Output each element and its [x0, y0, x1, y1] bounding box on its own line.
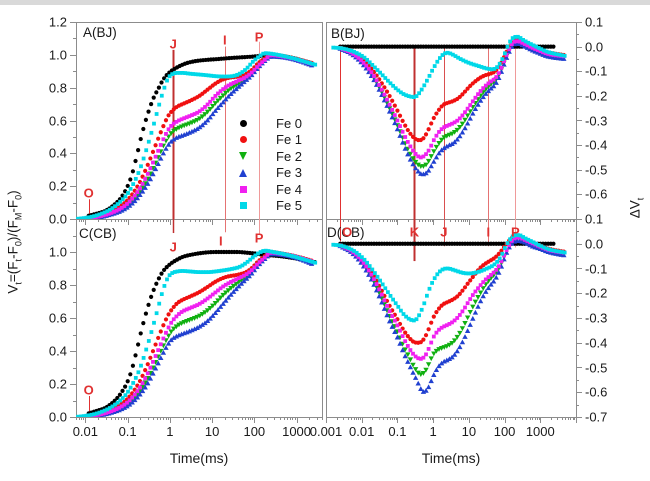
triangle-up-marker-icon: [236, 168, 250, 178]
legend-item-fe-0: Fe 0: [236, 115, 302, 132]
x-tick-d: 0.1: [388, 424, 407, 439]
y-tick-b: -0.6: [585, 186, 608, 202]
legend-item-fe-5: Fe 5: [236, 198, 302, 215]
y-tick-b: -0.2: [585, 88, 608, 104]
y-tick-c: 0.0: [48, 409, 67, 425]
guide-label-d-k: K: [409, 224, 420, 240]
y-tick-b: 0.0: [585, 39, 604, 55]
x-tick-d: 1000: [525, 424, 555, 439]
x-tick-c: 1000: [282, 424, 312, 439]
y-tick-d: -0.5: [585, 360, 608, 375]
legend-label: Fe 1: [276, 132, 303, 148]
y-tick-d: 0.0: [585, 236, 604, 252]
guide-label-c-j: J: [169, 239, 177, 255]
y-tick-d: -0.7: [585, 409, 608, 425]
legend-item-fe-3: Fe 3: [236, 165, 302, 182]
x-tick-d: 0.001: [309, 424, 343, 439]
y-tick-a: 1.0: [48, 47, 67, 63]
y-tick-b: -0.4: [585, 137, 608, 153]
y-tick-b: -0.1: [585, 63, 608, 79]
y-tick-a: 0.0: [48, 211, 67, 227]
legend-label: Fe 3: [276, 165, 303, 181]
panel-title-d: D(CB): [327, 225, 365, 240]
guide-label-d-p: P: [510, 224, 520, 240]
legend-item-fe-2: Fe 2: [236, 148, 302, 165]
y-tick-a: 0.6: [48, 113, 67, 128]
x-axis-title-right: Time(ms): [421, 450, 481, 466]
y-tick-d: -0.4: [585, 335, 608, 351]
circle-marker-icon: [236, 135, 250, 145]
y-tick-d: -0.2: [585, 285, 608, 301]
y-tick-c: 0.4: [48, 343, 67, 359]
guide-label-a-i: I: [222, 32, 227, 48]
y-tick-c: 0.6: [48, 310, 67, 326]
y-tick-a: 0.8: [48, 80, 67, 96]
x-tick-c: 10: [204, 424, 220, 439]
y-tick-d: -0.6: [585, 384, 608, 400]
x-tick-c: 1: [166, 424, 174, 439]
legend-label: Fe 2: [276, 148, 303, 164]
panel-title-b: B(BJ): [331, 26, 365, 41]
square-marker-icon: [236, 201, 250, 211]
x-tick-d: 100: [493, 424, 516, 439]
y-tick-b: -0.3: [585, 113, 608, 128]
y-tick-b: 0.1: [585, 14, 604, 30]
y-tick-c: 0.8: [48, 277, 67, 293]
legend-item-fe-1: Fe 1: [236, 132, 302, 149]
x-tick-d: 10: [461, 424, 477, 439]
legend-label: Fe 5: [276, 198, 303, 214]
y-tick-d: 0.1: [585, 211, 604, 227]
guide-label-d-o: O: [342, 224, 353, 240]
y-tick-a: 0.2: [48, 178, 67, 194]
circle-marker-icon: [236, 118, 250, 128]
panel-title-c: C(CB): [79, 226, 117, 241]
legend-item-fe-4: Fe 4: [236, 181, 302, 198]
left-y-axis-title: Vt=(Ft-F0)/(FM-F0): [5, 190, 24, 294]
x-tick-c: 100: [243, 424, 266, 439]
y-tick-b: -0.5: [585, 162, 608, 178]
x-axis-title-left: Time(ms): [169, 450, 229, 466]
panel-title-a: A(BJ): [83, 25, 117, 40]
square-marker-icon: [236, 184, 250, 194]
y-tick-a: 0.4: [48, 145, 67, 161]
guide-label-a-o: O: [83, 185, 94, 201]
y-tick-c: 1.0: [48, 244, 67, 260]
legend: Fe 0 Fe 1 Fe 2 Fe 3 Fe 4 Fe 5: [236, 115, 302, 214]
guide-label-d-i: I: [486, 224, 491, 240]
guide-label-a-j: J: [169, 36, 177, 52]
x-tick-c: 0.1: [118, 424, 137, 439]
x-tick-c: 0.01: [72, 424, 99, 439]
guide-label-c-i: I: [218, 233, 223, 249]
legend-label: Fe 0: [276, 115, 303, 131]
guide-label-c-o: O: [83, 382, 94, 398]
legend-label: Fe 4: [276, 181, 303, 197]
y-tick-d: -0.1: [585, 261, 608, 276]
guide-label-c-p: P: [254, 230, 264, 246]
y-tick-c: 0.2: [48, 376, 67, 392]
x-tick-d: 0.01: [349, 424, 375, 439]
triangle-down-marker-icon: [236, 151, 250, 161]
y-tick-d: -0.3: [585, 310, 608, 326]
guide-label-a-p: P: [254, 29, 264, 45]
guide-label-d-j: J: [440, 224, 448, 240]
right-y-axis-title: ΔVt: [627, 197, 646, 219]
y-tick-a: 1.2: [48, 14, 67, 30]
x-tick-d: 1: [429, 424, 437, 439]
